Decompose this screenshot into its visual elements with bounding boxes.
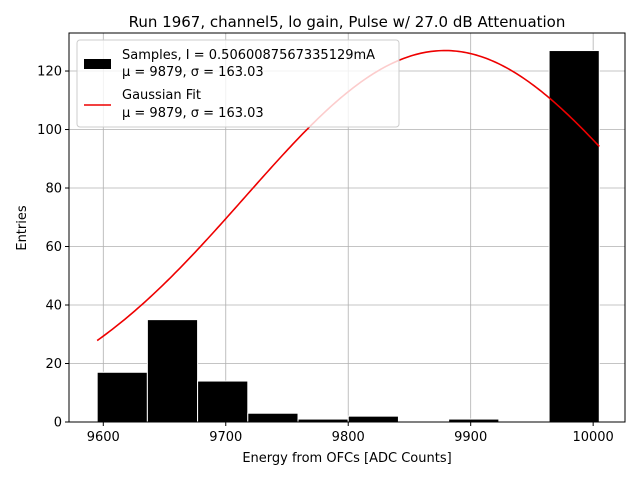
legend-fit-stats: μ = 9879, σ = 163.03 <box>122 106 264 121</box>
histogram-bar <box>347 415 399 423</box>
legend-samples-swatch <box>84 59 111 69</box>
x-axis-ticks: 9600 9700 9800 9900 10000 <box>87 422 614 445</box>
y-axis-label: Entries <box>15 205 30 251</box>
chart-title: Run 1967, channel5, lo gain, Pulse w/ 27… <box>129 13 566 31</box>
legend-samples-label: Samples, I = 0.5060087567335129mA <box>122 48 375 63</box>
y-tick-label: 100 <box>37 123 62 138</box>
histogram-bars <box>96 50 600 423</box>
x-tick-label: 9600 <box>87 430 120 445</box>
histogram-bar <box>96 371 148 423</box>
y-tick-label: 120 <box>37 65 62 80</box>
x-tick-label: 10000 <box>572 430 613 445</box>
y-tick-label: 20 <box>45 357 62 372</box>
y-tick-label: 40 <box>45 299 62 314</box>
legend-samples-stats: μ = 9879, σ = 163.03 <box>122 65 264 80</box>
y-tick-label: 80 <box>45 182 62 197</box>
x-axis-label: Energy from OFCs [ADC Counts] <box>242 451 451 466</box>
histogram-bar <box>146 319 199 423</box>
y-tick-label: 60 <box>45 240 62 255</box>
plot-frame <box>68 32 626 423</box>
legend-box <box>76 39 400 128</box>
histogram-bar <box>548 50 600 423</box>
x-tick-label: 9700 <box>209 430 242 445</box>
x-tick-label: 9900 <box>454 430 487 445</box>
histogram-bar <box>197 380 249 423</box>
y-tick-label: 0 <box>54 416 62 431</box>
legend: Samples, I = 0.5060087567335129mA μ = 98… <box>76 39 400 128</box>
x-tick-label: 9800 <box>332 430 365 445</box>
y-axis-ticks: 0 20 40 60 80 100 120 <box>37 65 69 431</box>
legend-fit-label: Gaussian Fit <box>122 88 201 103</box>
histogram-bar <box>247 412 299 423</box>
